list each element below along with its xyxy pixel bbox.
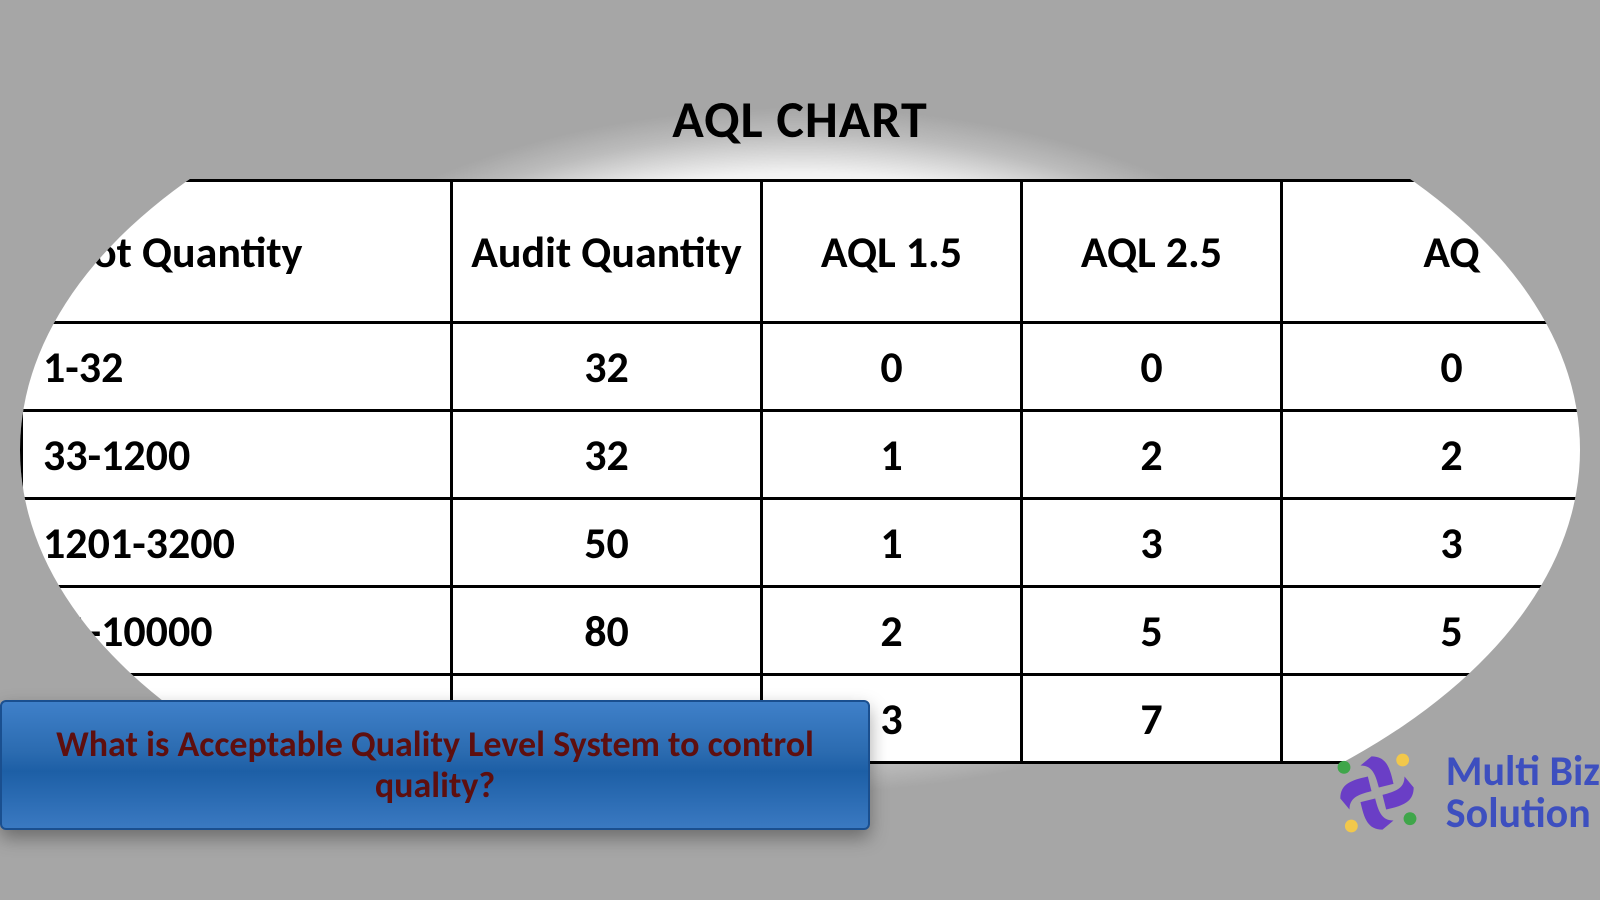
cell-aqlx: 2 <box>1282 411 1600 499</box>
col-audit-quantity: Audit Quantity <box>452 181 762 323</box>
cell-aqlx: 0 <box>1282 323 1600 411</box>
cell-aql25: 3 <box>1022 499 1282 587</box>
aql-table: ot Quantity Audit Quantity AQL 1.5 AQL 2… <box>20 179 1600 764</box>
cell-aql15: 1 <box>762 411 1022 499</box>
brand-line2: Solution <box>1446 793 1600 835</box>
table-row: 1201-3200 50 1 3 3 <box>22 499 1600 587</box>
cell-aql25: 7 <box>1022 675 1282 763</box>
table-header-row: ot Quantity Audit Quantity AQL 1.5 AQL 2… <box>22 181 1600 323</box>
caption-text: What is Acceptable Quality Level System … <box>26 724 844 807</box>
cell-aql15: 2 <box>762 587 1022 675</box>
cell-aqlx: 5 <box>1282 587 1600 675</box>
table-row: 01-10000 80 2 5 5 <box>22 587 1600 675</box>
brand-line1: Multi Biz <box>1446 751 1600 793</box>
table-row: 1-32 32 0 0 0 <box>22 323 1600 411</box>
col-lot-quantity: ot Quantity <box>22 181 452 323</box>
brand-text: Multi Biz Solution <box>1446 751 1600 835</box>
cell-aql25: 0 <box>1022 323 1282 411</box>
cell-lot: 01-10000 <box>22 587 452 675</box>
caption-banner: What is Acceptable Quality Level System … <box>0 700 870 830</box>
col-aql-1-5: AQL 1.5 <box>762 181 1022 323</box>
table-row: 33-1200 32 1 2 2 <box>22 411 1600 499</box>
cell-aqlx: 3 <box>1282 499 1600 587</box>
cell-lot: 1201-3200 <box>22 499 452 587</box>
cell-lot: 1-32 <box>22 323 452 411</box>
chart-title: AQL CHART <box>20 87 1580 151</box>
col-aql-2-5: AQL 2.5 <box>1022 181 1282 323</box>
brand-logo-icon <box>1322 738 1432 848</box>
cell-aql15: 1 <box>762 499 1022 587</box>
cell-audit: 32 <box>452 411 762 499</box>
brand: Multi Biz Solution <box>1322 738 1600 848</box>
cell-aql25: 5 <box>1022 587 1282 675</box>
cell-audit: 50 <box>452 499 762 587</box>
cell-audit: 32 <box>452 323 762 411</box>
cell-aql25: 2 <box>1022 411 1282 499</box>
cell-aql15: 0 <box>762 323 1022 411</box>
cell-audit: 80 <box>452 587 762 675</box>
cell-lot: 33-1200 <box>22 411 452 499</box>
canvas: AQL CHART ot Quantity Audit Quantity AQL… <box>0 0 1600 900</box>
